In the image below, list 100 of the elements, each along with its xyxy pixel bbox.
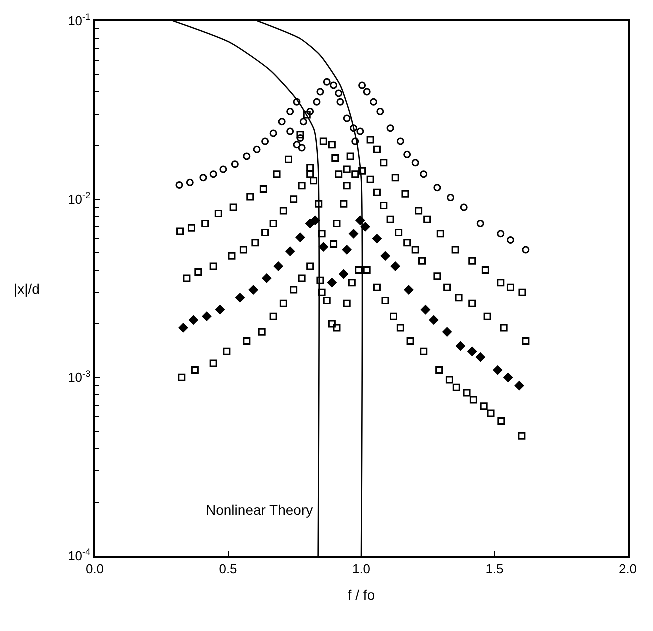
point — [476, 220, 484, 228]
point — [372, 234, 382, 244]
point — [434, 272, 442, 280]
point — [395, 228, 403, 236]
point — [522, 338, 530, 346]
y-tick-label: 10$^{-1}$ — [68, 12, 91, 29]
point — [270, 312, 278, 320]
y-tick-label: 10$^{-4}$ — [68, 547, 91, 564]
point — [273, 170, 281, 178]
point — [366, 136, 374, 144]
point — [310, 177, 318, 185]
point — [290, 286, 298, 294]
point — [290, 196, 298, 204]
point — [262, 274, 272, 284]
point — [348, 279, 356, 287]
point — [188, 224, 196, 232]
point — [447, 194, 455, 202]
point — [246, 193, 254, 201]
point — [455, 294, 463, 302]
point — [436, 366, 444, 374]
point — [412, 159, 420, 167]
point — [202, 220, 210, 228]
point — [382, 296, 390, 304]
point — [253, 146, 261, 154]
point — [310, 216, 320, 226]
point — [456, 342, 466, 351]
point — [404, 285, 414, 295]
point — [280, 207, 288, 215]
point — [390, 312, 398, 320]
point — [323, 78, 331, 86]
point — [421, 305, 430, 315]
y-axis-title: |x|/d — [14, 281, 40, 297]
point — [243, 152, 251, 160]
point — [285, 156, 292, 164]
point — [452, 384, 460, 392]
point — [240, 246, 248, 254]
y-tick-label: 10$^{-2}$ — [68, 190, 91, 207]
point — [487, 410, 495, 418]
point — [210, 170, 218, 178]
point — [262, 138, 270, 146]
point — [335, 170, 343, 178]
point — [278, 118, 286, 126]
point — [370, 98, 378, 106]
point — [258, 328, 266, 336]
point — [380, 159, 388, 167]
point — [323, 296, 331, 304]
point — [243, 338, 251, 346]
point — [216, 305, 225, 315]
point — [444, 284, 452, 292]
point — [318, 230, 326, 238]
point — [286, 128, 294, 136]
point — [183, 274, 191, 282]
point — [343, 166, 351, 174]
point — [333, 324, 341, 332]
point — [343, 300, 351, 308]
x-tick-label: 1.5 — [486, 561, 504, 576]
point — [380, 252, 390, 261]
point — [223, 348, 231, 356]
point — [434, 184, 442, 192]
point — [350, 124, 358, 132]
point — [404, 150, 412, 158]
x-tick-label: 0.5 — [219, 561, 238, 576]
point — [355, 266, 363, 274]
point — [200, 174, 208, 182]
point — [446, 376, 454, 384]
point — [186, 178, 194, 186]
point — [342, 245, 352, 255]
point — [328, 320, 336, 328]
point — [506, 284, 514, 292]
point — [470, 396, 478, 404]
point — [406, 338, 414, 346]
x-tick-label: 2.0 — [618, 561, 638, 576]
point — [493, 366, 503, 375]
point — [352, 138, 360, 146]
point — [303, 111, 311, 119]
point — [392, 174, 400, 182]
point — [373, 188, 381, 196]
point — [468, 300, 476, 308]
point — [270, 130, 278, 138]
point — [306, 262, 314, 270]
point — [280, 300, 288, 308]
point — [390, 262, 400, 272]
point — [349, 229, 358, 239]
point — [286, 108, 294, 116]
point — [316, 276, 324, 284]
point — [482, 266, 490, 274]
point — [356, 128, 364, 136]
point — [498, 417, 506, 425]
point — [402, 190, 410, 198]
point — [412, 246, 420, 254]
point — [330, 240, 338, 248]
point — [214, 210, 222, 218]
point — [468, 346, 478, 356]
point — [504, 373, 513, 382]
point — [358, 82, 366, 90]
point — [210, 262, 218, 270]
point — [339, 270, 349, 279]
point — [230, 204, 238, 212]
point — [436, 230, 444, 238]
point — [429, 316, 439, 325]
